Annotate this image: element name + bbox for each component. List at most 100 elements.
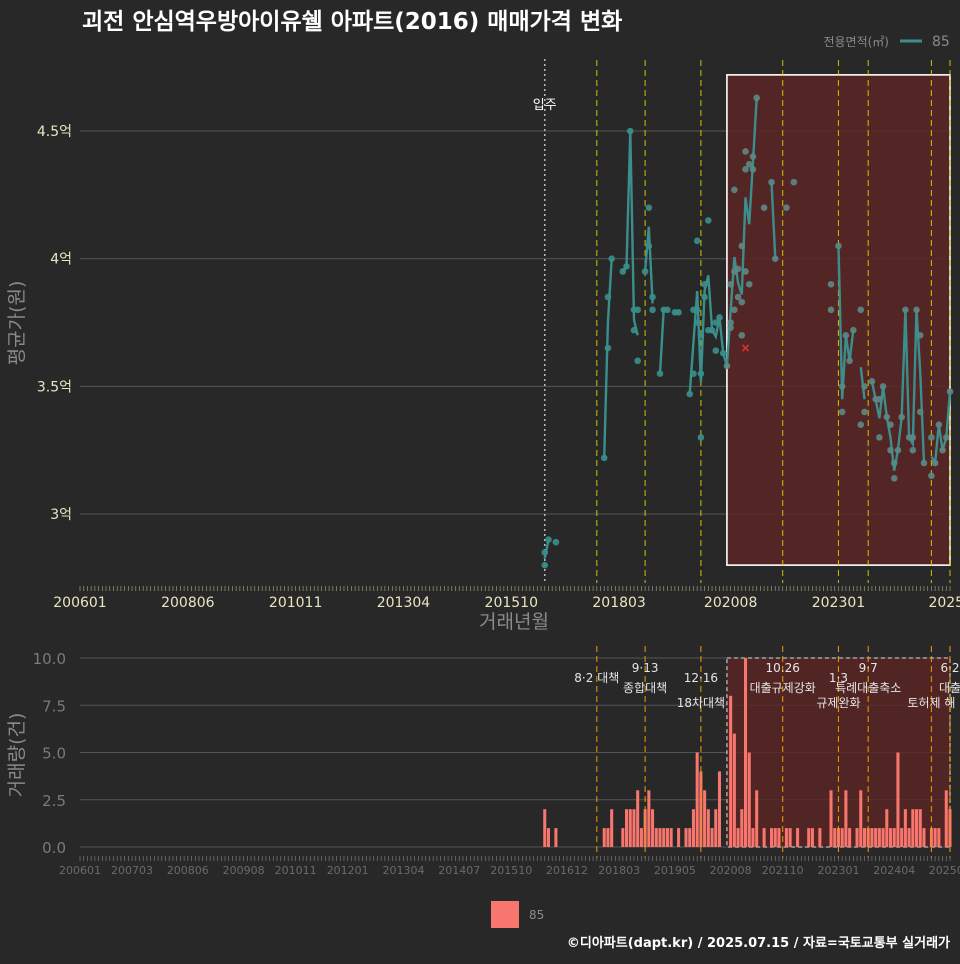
price-point [731,186,738,194]
price-point [742,268,749,275]
price-point [861,408,868,416]
volume-x-tick-label: 200806 [167,864,209,877]
price-point [608,255,615,263]
volume-bar [669,828,673,847]
price-point [745,160,753,168]
policy-label: 9·13 [632,661,659,675]
price-point [738,298,746,306]
policy-sublabel: 18차대책 [677,695,725,710]
volume-bars [543,658,952,847]
move-in-label: 입주 [533,98,557,113]
volume-axes: 0.0 2.5 5.0 7.5 10.0 200601 200703 200806 200908… [33,650,960,877]
price-axes: 3억 3.5억 4억 4.5억 200601 200806 201011 201304 2015… [37,124,960,611]
volume-bar [788,828,792,847]
price-point [641,268,649,275]
price-x-tick-label: 201304 [377,595,431,611]
volume-bar [677,828,681,847]
price-point [857,306,865,314]
volume-bar [684,828,688,847]
volume-x-tick-label: 201201 [327,864,369,877]
volume-x-tick-label: 201905 [654,864,696,877]
volume-x-tick-label: 202404 [873,864,915,877]
volume-bar [888,828,893,847]
price-point [630,326,638,334]
legend-label: 85 [932,34,950,50]
volume-bar [840,828,844,847]
volume-bar [784,828,788,847]
price-point [935,421,943,428]
price-point [634,357,641,365]
price-point [783,204,790,211]
volume-bar [862,828,867,847]
footer-credit: ©디아파트(dapt.kr) / 2025.07.15 / 자료=국토교통부 실… [567,935,950,951]
policy-sublabel: 토허제 해 [907,696,955,710]
price-point [928,472,935,480]
volume-bar [848,828,852,847]
volume-bar [892,828,896,847]
price-point [879,383,887,390]
price-x-tick-label: 201011 [269,595,322,611]
price-point [690,370,697,377]
policy-label: 12·16 [684,671,718,685]
volume-x-tick-label: 201304 [382,864,424,877]
price-x-tick-label: 201803 [592,595,645,611]
price-point [619,268,627,275]
volume-bar [625,809,629,847]
price-point [693,319,701,326]
volume-bar [859,790,863,847]
volume-bar [810,828,814,847]
volume-bar [844,790,848,847]
volume-x-tick-label: 200601 [59,864,101,877]
volume-bar [636,790,640,847]
volume-y-tick-label: 7.5 [42,697,66,715]
price-point [716,314,723,321]
price-point [876,395,883,403]
volume-bar [665,828,669,847]
price-x-tick-label: 200806 [161,595,215,611]
price-point [649,306,656,314]
volume-bar [751,828,755,847]
price-point [701,280,708,288]
price-point [861,383,868,390]
volume-bar [732,733,736,847]
price-series [541,94,954,569]
price-point [909,434,917,441]
price-point [545,536,552,543]
price-point [902,306,909,314]
volume-bar [729,695,733,847]
price-y-tick-label: 3억 [50,507,72,523]
volume-bar [870,828,874,847]
volume-policy-lines: 8·2 대책 9·13 종합대책 12·16 18차대책 10.26 대출규제강화 1·3 규제… [574,646,960,858]
price-y-tick-label: 4.5억 [37,124,72,140]
price-legend: 전용면적(㎡) 85 [823,34,949,50]
price-x-tick-label: 202301 [812,595,865,611]
price-point [705,217,712,224]
volume-bar [647,790,651,847]
volume-bar [762,828,766,847]
volume-bar [736,828,740,847]
price-point [920,459,928,467]
volume-bar [874,828,878,847]
policy-sublabel: 규제완화 [816,696,860,710]
volume-x-tick-label: 20250 [929,864,960,877]
legend-bar-swatch [491,901,519,928]
volume-bar [944,790,948,847]
chart-title: 괴전 안심역우방아이유쉘 아파트(2016) 매매가격 변화 [82,9,622,35]
policy-label: 8·2 대책 [574,670,619,685]
volume-x-tick-label: 201510 [490,864,532,877]
price-point [942,434,950,441]
price-y-tick-label: 4억 [50,252,72,268]
price-point [734,265,742,273]
volume-bar [885,809,889,847]
price-point [693,237,701,245]
volume-bar [602,828,606,847]
price-point [708,326,716,334]
price-series-line [859,367,866,400]
price-point [946,388,954,395]
volume-x-tick-label: 201011 [275,864,317,877]
volume-bar [714,809,718,847]
price-point [827,280,835,288]
price-point [749,153,757,160]
price-point [939,446,946,454]
volume-bar [896,752,900,847]
